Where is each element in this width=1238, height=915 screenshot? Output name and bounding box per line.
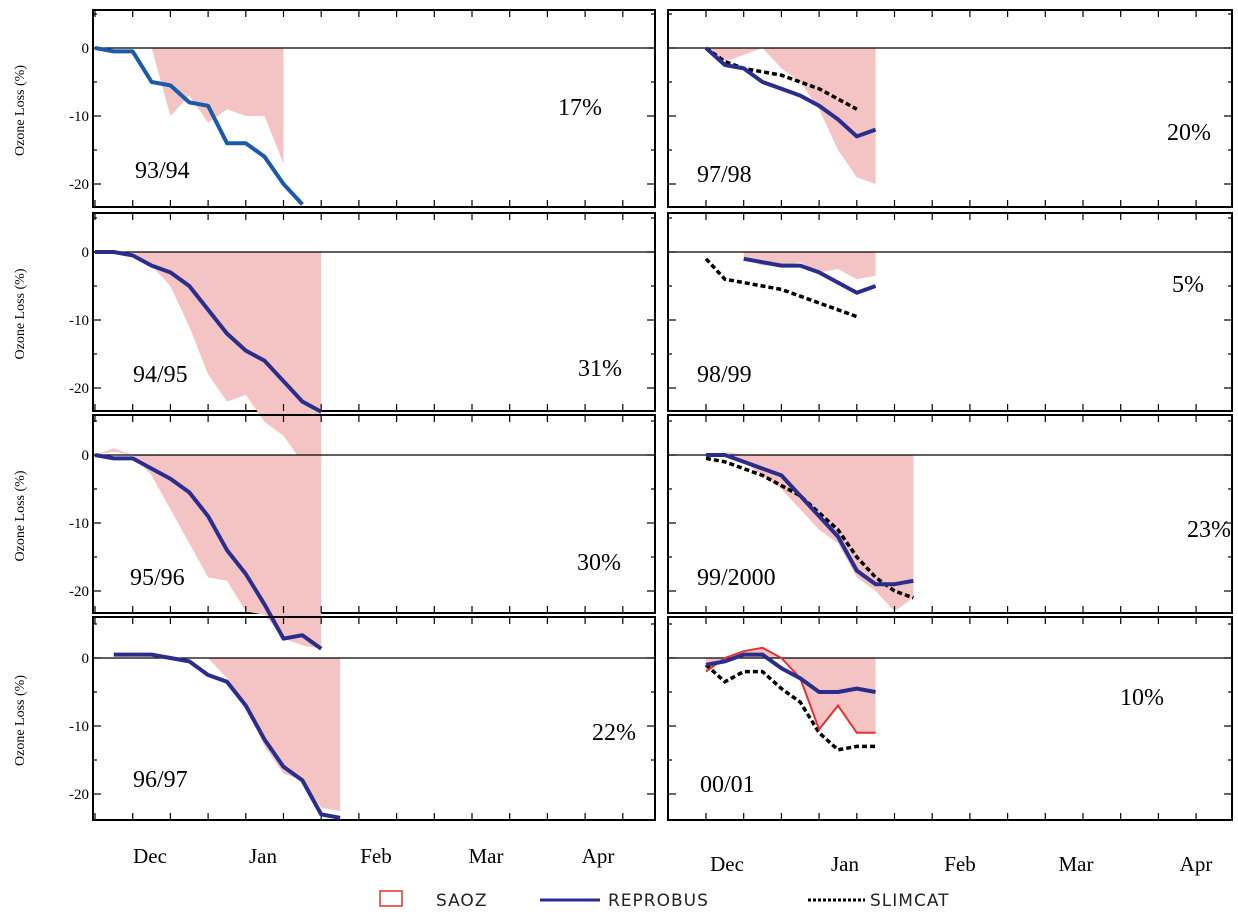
- loss-label: 20%: [1167, 120, 1211, 146]
- season-label: 93/94: [135, 158, 190, 184]
- saoz-band: [208, 658, 341, 811]
- loss-label: 22%: [592, 720, 636, 746]
- reprobus-line: [743, 256, 877, 295]
- loss-label: 10%: [1120, 685, 1164, 711]
- x-tick-label: Feb: [360, 844, 392, 868]
- panel-frame: [92, 9, 656, 208]
- y-tick-label: -10: [69, 109, 89, 125]
- y-tick-label: -20: [69, 177, 89, 193]
- x-tick-label: Mar: [1059, 852, 1094, 876]
- season-label: 95/96: [130, 565, 185, 591]
- legend-reprobus-label: REPROBUS: [608, 891, 709, 911]
- saoz-band: [706, 451, 914, 612]
- loss-label: 23%: [1187, 517, 1231, 543]
- slimcat-line: [704, 663, 876, 752]
- reprobus-line: [706, 453, 914, 587]
- y-axis-label: Ozone Loss (%): [13, 675, 28, 766]
- panel-frame: [667, 414, 1233, 614]
- loss-label: 17%: [558, 95, 602, 121]
- y-tick-label: 0: [82, 41, 90, 57]
- panel-frame: [667, 9, 1233, 208]
- panel-98-99: 98/99 5%: [667, 212, 1233, 412]
- season-label: 00/01: [700, 772, 755, 798]
- x-tick-label: Apr: [1180, 852, 1213, 876]
- saoz-line: [705, 646, 876, 734]
- y-axis-label: Ozone Loss (%): [13, 470, 28, 561]
- legend-slimcat-label: SLIMCAT: [870, 891, 950, 911]
- x-tick-label: Dec: [133, 844, 167, 868]
- panel-00-01: 00/01 10%: [667, 616, 1233, 821]
- panel-frame: [667, 212, 1233, 412]
- loss-label: 30%: [577, 550, 621, 576]
- legend: SAOZ REPROBUS SLIMCAT: [379, 890, 950, 911]
- y-tick-label: 0: [82, 651, 90, 667]
- reprobus-line: [94, 453, 323, 651]
- panel-frame: [92, 212, 656, 412]
- y-axis-label: Ozone Loss (%): [13, 65, 28, 156]
- slimcat-line: [704, 257, 858, 319]
- legend-saoz-swatch: [379, 890, 403, 907]
- y-tick-label: -20: [69, 381, 89, 397]
- season-label: 96/97: [133, 767, 188, 793]
- saoz-band: [132, 252, 322, 463]
- y-axis-label: Ozone Loss (%): [13, 268, 28, 359]
- panel-93-94: 0 -10 -20 Ozone Loss (%) 93/94 17%: [13, 9, 656, 208]
- y-tick-label: 0: [82, 448, 90, 464]
- season-label: 97/98: [697, 162, 752, 188]
- panel-96-97: 0 -10 -20 Ozone Loss (%) 96/97 22%: [13, 616, 656, 821]
- x-tick-label: Jan: [249, 844, 277, 868]
- panel-frame: [92, 616, 656, 821]
- y-tick-label: 0: [82, 245, 90, 261]
- y-tick-label: -10: [69, 313, 89, 329]
- x-tick-label: Mar: [469, 844, 504, 868]
- y-tick-label: -10: [69, 719, 89, 735]
- y-tick-label: -10: [69, 516, 89, 532]
- panel-95-96: 0 -10 -20 Ozone Loss (%) 95/96 30%: [13, 414, 656, 651]
- x-tick-label: Apr: [582, 844, 615, 868]
- reprobus-line: [95, 250, 323, 414]
- panel-frame: [92, 414, 656, 614]
- reprobus-line: [113, 652, 341, 820]
- reprobus-line: [704, 46, 877, 139]
- panel-94-95: 0 -10 -20 Ozone Loss (%) 94/95 31%: [13, 212, 656, 463]
- y-tick-label: -20: [69, 584, 89, 600]
- season-label: 99/2000: [697, 565, 776, 591]
- slimcat-line: [704, 46, 858, 111]
- x-tick-label: Feb: [944, 852, 976, 876]
- loss-label: 5%: [1172, 272, 1204, 298]
- x-tick-label: Jan: [831, 852, 859, 876]
- season-label: 94/95: [133, 362, 188, 388]
- saoz-band: [95, 48, 284, 164]
- reprobus-line: [705, 652, 876, 694]
- panel-99-2000: 99/2000 23%: [667, 414, 1233, 614]
- x-tick-label: Dec: [710, 852, 744, 876]
- saoz-band: [743, 252, 876, 280]
- reprobus-line: [94, 46, 304, 206]
- saoz-band: [95, 448, 322, 649]
- loss-label: 31%: [578, 356, 622, 382]
- season-label: 98/99: [697, 362, 752, 388]
- legend-saoz-label: SAOZ: [436, 891, 487, 911]
- panel-97-98: 97/98 20%: [667, 9, 1233, 208]
- panel-frame: [667, 616, 1233, 821]
- saoz-band: [706, 48, 876, 184]
- y-tick-label: -20: [69, 787, 89, 803]
